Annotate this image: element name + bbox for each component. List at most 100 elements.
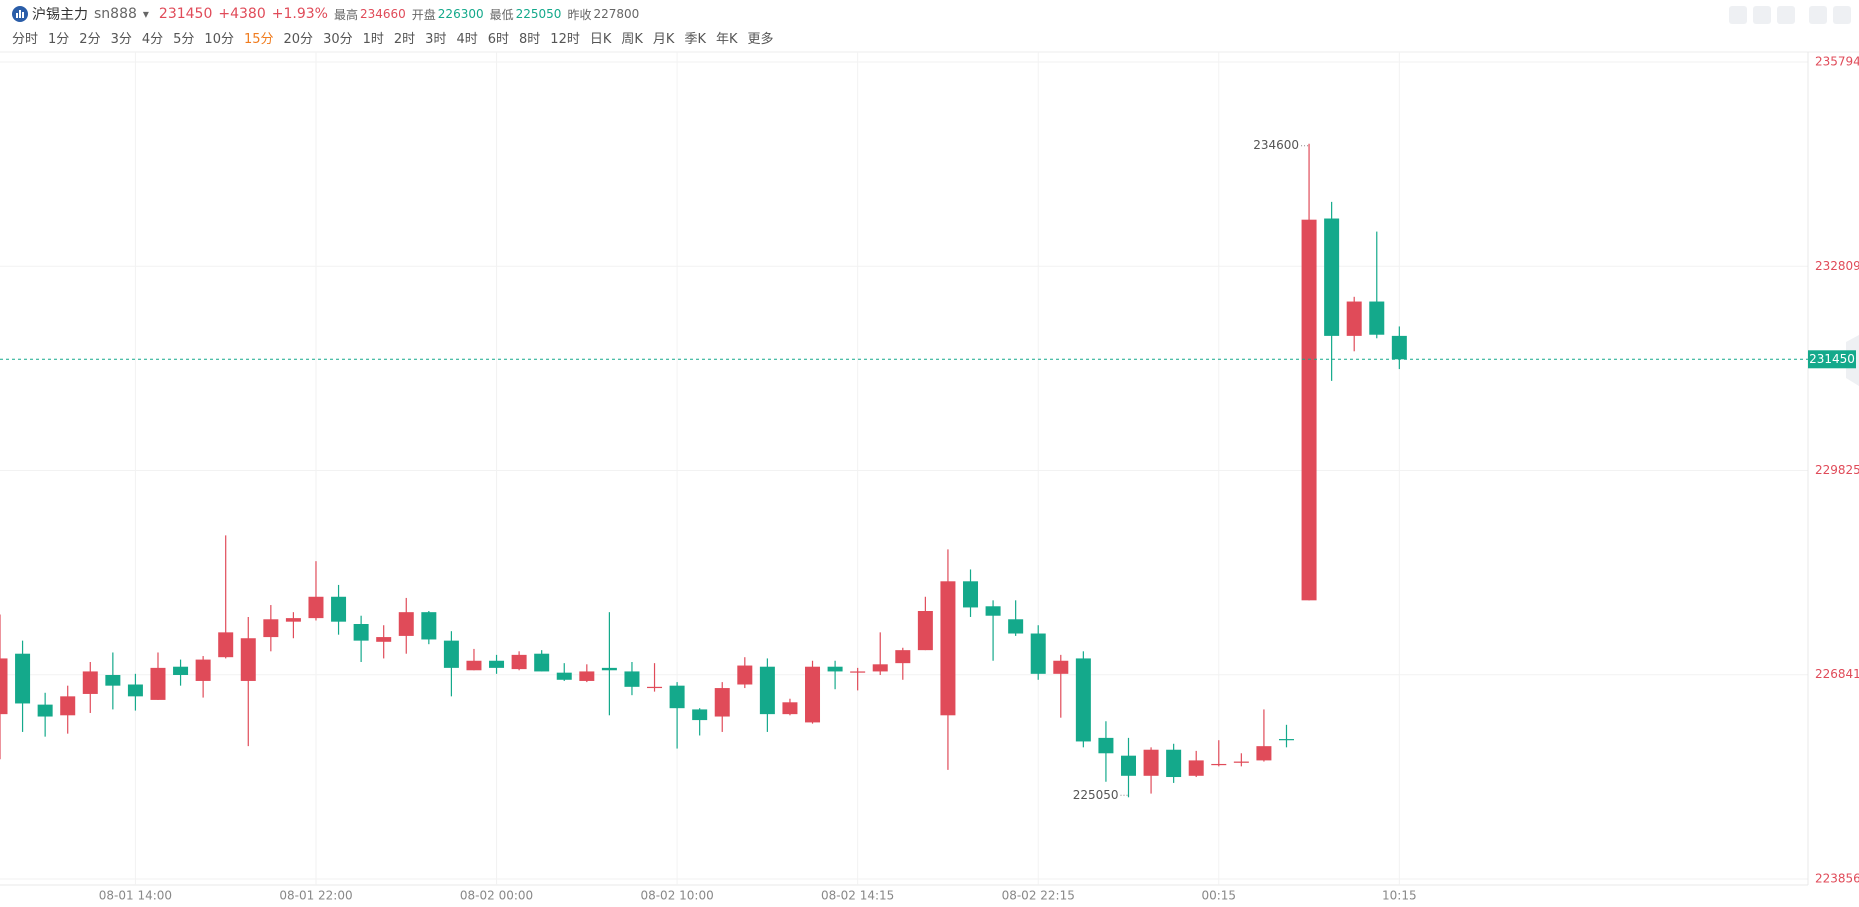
candle-body xyxy=(1098,737,1114,754)
period-tab[interactable]: 10分 xyxy=(204,32,234,47)
x-tick-label: 08-02 22:15 xyxy=(1002,889,1075,903)
dropdown-arrow[interactable]: ▾ xyxy=(142,7,149,21)
candle-body xyxy=(1301,219,1317,601)
x-tick-label: 08-02 00:00 xyxy=(460,889,533,903)
period-tab[interactable]: 1分 xyxy=(48,32,70,47)
candle-body xyxy=(895,650,911,664)
period-tab[interactable]: 月K xyxy=(652,32,675,47)
candle-body xyxy=(376,637,392,642)
candle-body xyxy=(1030,633,1046,674)
candle-body xyxy=(872,664,888,672)
candle-body xyxy=(1053,660,1069,674)
candle-body xyxy=(195,659,211,681)
candle-body xyxy=(669,685,685,709)
x-tick-label: 08-02 14:15 xyxy=(821,889,894,903)
period-tab[interactable]: 5分 xyxy=(173,32,195,47)
period-tab[interactable]: 分时 xyxy=(12,32,39,47)
x-tick-label: 08-01 22:00 xyxy=(279,889,352,903)
last-price: 231450 xyxy=(158,6,213,22)
period-tab[interactable]: 季K xyxy=(684,32,706,47)
candle-body xyxy=(218,632,234,658)
period-tab[interactable]: 周K xyxy=(621,32,643,47)
period-tab[interactable]: 12时 xyxy=(550,32,580,47)
period-tab[interactable]: 3时 xyxy=(425,32,447,47)
candle-body xyxy=(489,660,505,668)
tool-button[interactable] xyxy=(1833,6,1851,24)
symbol-icon xyxy=(12,6,28,22)
period-tab[interactable]: 4时 xyxy=(456,32,478,47)
candle-body xyxy=(850,671,866,673)
x-tick-label: 08-01 14:00 xyxy=(99,889,172,903)
candle-body xyxy=(1166,749,1182,778)
period-tabs: 分时 1分 2分 3分 4分 5分 10分 15分 20分 30分 1时 2时 3时 4时 6时 8时 12时日… xyxy=(12,28,784,47)
stat-label: 最低 xyxy=(489,7,514,22)
tool-button[interactable] xyxy=(1809,6,1827,24)
candle-body xyxy=(647,686,663,689)
candle-body xyxy=(263,619,279,638)
last-price-tag-label: 231450 xyxy=(1809,352,1855,366)
symbol-code[interactable]: sn888 xyxy=(94,6,137,22)
x-tick-label: 00:15 xyxy=(1201,889,1236,903)
candle-body xyxy=(37,704,53,717)
period-tab[interactable]: 15分 xyxy=(243,32,274,47)
candle-body xyxy=(940,581,956,716)
period-tab[interactable]: 6时 xyxy=(487,32,510,47)
toolbar xyxy=(1723,6,1851,24)
candle-body xyxy=(917,611,933,651)
period-tab[interactable]: 4分 xyxy=(141,32,164,47)
y-tick-label: 226841 xyxy=(1815,667,1859,681)
candle-body xyxy=(127,684,143,697)
candle-body xyxy=(466,660,482,671)
candle-body xyxy=(1256,746,1272,761)
candle-body xyxy=(15,653,31,704)
candle-body xyxy=(827,666,843,672)
tool-button[interactable] xyxy=(1753,6,1771,24)
candle-body xyxy=(692,709,708,721)
candle-body xyxy=(556,672,572,680)
candle-body xyxy=(579,671,595,681)
candle-body xyxy=(82,671,98,694)
y-tick-label: 232809 xyxy=(1815,259,1859,273)
period-tab[interactable]: 2分 xyxy=(79,32,101,47)
candle-body xyxy=(1143,749,1159,776)
candle-body xyxy=(624,671,640,687)
candle-body xyxy=(601,667,617,671)
candle-body xyxy=(421,612,437,640)
candle-body xyxy=(150,667,166,700)
period-tab[interactable]: 30分 xyxy=(323,32,353,47)
period-tab[interactable]: 2时 xyxy=(393,32,416,47)
stat-label: 开盘 xyxy=(411,7,436,22)
tool-button[interactable] xyxy=(1777,6,1795,24)
last-price-tag xyxy=(1808,350,1856,369)
period-tab[interactable]: 8时 xyxy=(519,32,541,47)
symbol-name[interactable]: 沪锡主力 xyxy=(32,7,88,23)
candle-body xyxy=(1121,755,1136,776)
candle-body xyxy=(511,654,527,670)
price-change: +4380 xyxy=(218,6,266,22)
period-tab[interactable]: 3分 xyxy=(110,32,132,47)
period-tab[interactable]: 20分 xyxy=(283,32,314,47)
stat-label: 昨收 xyxy=(567,7,592,22)
candle-body xyxy=(1233,761,1249,763)
period-tab[interactable]: 更多 xyxy=(747,32,774,47)
candle-body xyxy=(1391,335,1407,360)
stat-value: 225050 xyxy=(515,7,562,21)
candle-body xyxy=(1211,763,1227,766)
candle-body xyxy=(1075,658,1091,742)
candle-body xyxy=(331,596,347,622)
candle-body xyxy=(534,653,550,672)
tool-button[interactable] xyxy=(1729,6,1747,24)
candle-body xyxy=(308,596,324,619)
period-tab[interactable]: 1时 xyxy=(362,32,384,47)
candle-body xyxy=(398,612,414,636)
candle-body xyxy=(805,666,821,723)
candle-body xyxy=(443,640,459,668)
plot-area xyxy=(0,143,1407,798)
period-tab[interactable]: 年K xyxy=(715,32,738,47)
stat-value: 234660 xyxy=(359,7,406,21)
stat-label: 最高 xyxy=(333,7,358,22)
max-label: 234600 xyxy=(1253,138,1299,152)
period-tab[interactable]: 日K xyxy=(589,32,612,47)
